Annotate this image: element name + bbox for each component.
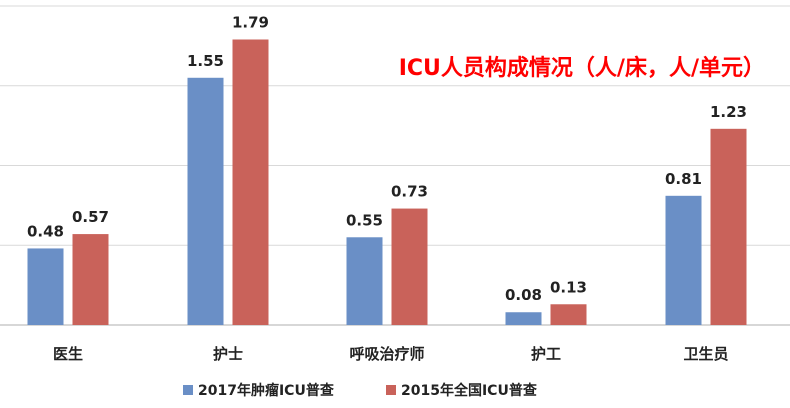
bar-series-2-2 xyxy=(232,39,269,326)
data-label-series-1-3: 0.55 xyxy=(346,211,383,229)
data-label-series-2-1: 0.57 xyxy=(72,208,109,226)
category-labels: 医生 护士 呼吸治疗师 护工 卫生员 xyxy=(53,345,729,363)
value-labels: 0.48 1.55 0.55 0.08 0.81 0.57 1.79 0.73 0.13 1.23 xyxy=(27,13,747,304)
data-label-series-1-4: 0.08 xyxy=(505,286,542,304)
data-label-series-1-1: 0.48 xyxy=(27,222,64,240)
bar-series-1-4 xyxy=(505,312,542,325)
data-label-series-1-2: 1.55 xyxy=(187,52,224,70)
category-label-3: 呼吸治疗师 xyxy=(349,345,424,363)
bar-series-2-1 xyxy=(72,234,109,325)
category-label-1: 医生 xyxy=(53,345,83,363)
category-label-5: 卫生员 xyxy=(683,345,728,363)
bar-series-2-4 xyxy=(550,304,587,325)
data-label-series-1-5: 0.81 xyxy=(665,170,702,188)
legend-label-1: 2017年肿瘤ICU普查 xyxy=(198,382,335,399)
bar-series-1-2 xyxy=(187,77,224,326)
data-label-series-2-2: 1.79 xyxy=(232,13,269,31)
bar-series-2-3 xyxy=(391,208,428,325)
bar-series-2-5 xyxy=(710,128,747,325)
bar-series-1-1 xyxy=(27,248,64,325)
bar-series-1-3 xyxy=(346,237,383,325)
legend-label-2: 2015年全国ICU普查 xyxy=(401,382,538,399)
bar-series-1-5 xyxy=(665,195,702,325)
category-label-2: 护士 xyxy=(213,345,243,363)
bars xyxy=(27,39,747,326)
category-label-4: 护工 xyxy=(531,345,561,363)
data-label-series-2-5: 1.23 xyxy=(710,103,747,121)
data-label-series-2-3: 0.73 xyxy=(391,183,428,201)
legend-swatch-1 xyxy=(183,385,193,395)
legend: 2017年肿瘤ICU普查 2015年全国ICU普查 xyxy=(183,382,538,399)
chart-title: ICU人员构成情况（人/床，人/单元） xyxy=(399,55,765,81)
data-label-series-2-4: 0.13 xyxy=(550,278,587,296)
legend-swatch-2 xyxy=(386,385,396,395)
